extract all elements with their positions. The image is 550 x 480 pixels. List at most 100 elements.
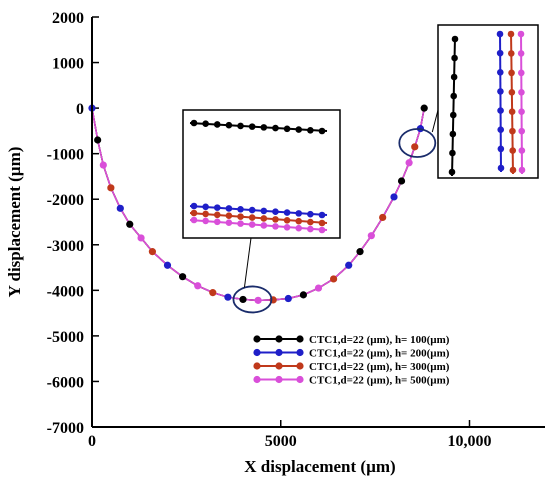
legend-marker: [296, 375, 304, 384]
inset-point: [190, 209, 198, 217]
inset-point: [518, 127, 526, 135]
inset-point: [449, 130, 457, 138]
inset-point: [272, 216, 279, 223]
inset-point: [497, 88, 504, 95]
data-point: [194, 282, 202, 290]
data-point: [254, 296, 262, 304]
zoom-connector: [431, 109, 439, 133]
legend: CTC1,d=22 (µm), h= 100(µm) CTC1,d=22 (µm)…: [253, 334, 450, 387]
inset-point: [237, 220, 244, 227]
inset-point: [318, 226, 326, 234]
inset-point: [451, 35, 459, 43]
inset-point: [190, 119, 198, 127]
inset-point: [318, 211, 326, 219]
inset-point: [248, 123, 256, 130]
inset-point: [202, 210, 209, 218]
inset-point: [509, 166, 517, 174]
inset-end: [437, 24, 539, 179]
inset-point: [272, 208, 279, 216]
inset-point: [272, 124, 279, 132]
inset-point: [450, 92, 458, 100]
inset-point: [497, 126, 505, 134]
inset-point: [496, 68, 504, 76]
plot-area: [88, 104, 428, 304]
data-point: [94, 136, 102, 144]
inset-point: [307, 210, 314, 218]
inset-point: [509, 147, 517, 154]
data-point: [367, 232, 375, 240]
legend-marker: [296, 335, 304, 343]
inset-point: [295, 126, 303, 133]
data-point: [397, 177, 406, 185]
data-point: [126, 220, 134, 228]
inset-point: [517, 50, 525, 57]
legend-marker: [275, 362, 283, 370]
inset-point: [507, 30, 515, 38]
zoom-ellipse: [232, 285, 273, 314]
inset-point: [213, 218, 221, 226]
inset-series-line: [189, 122, 328, 132]
data-point: [420, 104, 428, 112]
y-tick-label: -1000: [47, 147, 84, 164]
x-tick-label: 5000: [265, 433, 297, 450]
inset-point: [283, 125, 291, 133]
zoom-annotations: [232, 109, 439, 314]
inset-point: [318, 219, 326, 227]
inset-point: [450, 73, 458, 81]
data-point: [99, 161, 107, 169]
y-tick-label: -2000: [47, 192, 84, 209]
zoom-connector: [243, 237, 252, 288]
legend-marker: [296, 362, 304, 370]
inset-point: [496, 30, 504, 38]
y-tick-label: 0: [76, 101, 84, 118]
x-tick-label: 0: [88, 433, 96, 450]
data-point: [224, 293, 232, 301]
inset-point: [283, 223, 291, 231]
data-point: [314, 284, 323, 292]
inset-point: [318, 127, 326, 135]
inset-point: [518, 166, 526, 174]
inset-point: [517, 30, 525, 38]
data-point: [179, 273, 187, 281]
y-tick-label: 2000: [52, 10, 84, 27]
data-point: [330, 275, 338, 283]
inset-series-line: [189, 219, 328, 231]
inset-point: [508, 69, 515, 77]
inset-point: [518, 147, 526, 154]
inset-point: [307, 218, 314, 226]
data-point: [390, 193, 398, 201]
inset-point: [448, 168, 456, 176]
data-point: [137, 234, 145, 242]
inset-point: [449, 111, 457, 119]
data-point: [116, 204, 124, 212]
inset-point: [225, 121, 233, 129]
inset-point: [497, 164, 505, 172]
data-point: [411, 143, 419, 151]
data-point: [299, 291, 307, 299]
inset-point: [509, 127, 516, 135]
inset-point: [283, 216, 291, 224]
inset-point: [213, 204, 221, 211]
inset-point: [225, 212, 233, 220]
inset-bottom: [182, 109, 341, 239]
inset-point: [283, 209, 291, 216]
x-axis-title: X displacement (µm): [244, 457, 395, 476]
legend-label: CTC1,d=22 (µm), h= 300(µm): [309, 361, 450, 373]
inset-point: [497, 145, 505, 153]
y-tick-label: 1000: [52, 56, 84, 73]
inset-point: [449, 149, 456, 157]
legend-marker: [296, 348, 304, 357]
data-point: [107, 184, 115, 192]
inset-point: [213, 211, 221, 219]
legend-marker: [275, 335, 283, 343]
data-point: [148, 248, 156, 256]
inset-series-line: [189, 212, 328, 224]
x-tick-label: 10,000: [448, 433, 492, 450]
y-tick-label: -6000: [47, 374, 84, 391]
inset-point: [272, 223, 279, 230]
data-point: [284, 294, 292, 303]
inset-point: [202, 203, 209, 211]
legend-marker: [253, 348, 261, 357]
inset-point: [518, 88, 525, 96]
